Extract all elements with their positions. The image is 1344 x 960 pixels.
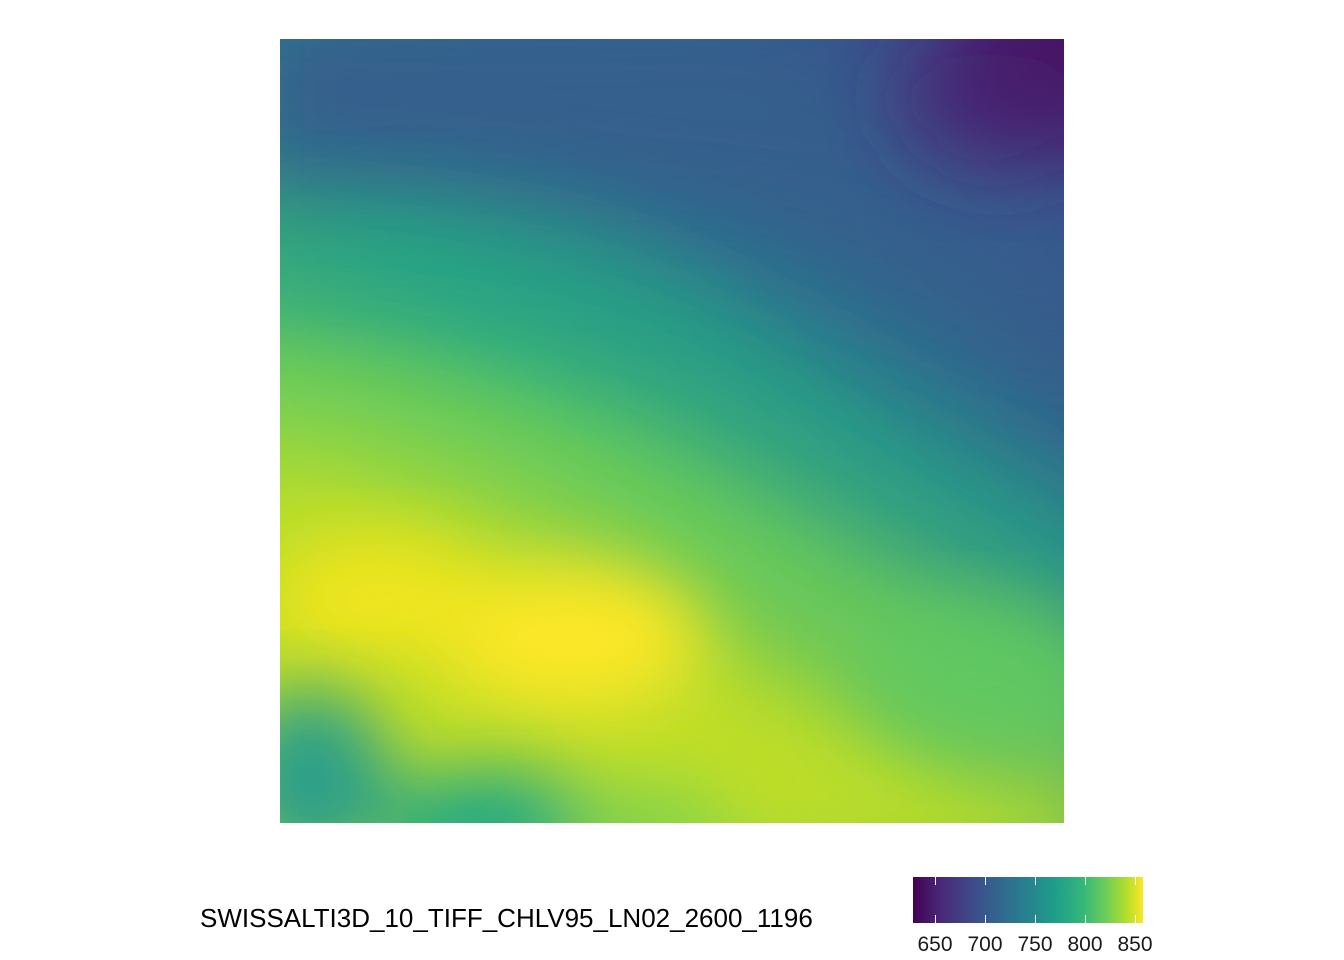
legend-tick-label: 750 — [1017, 933, 1053, 956]
legend-tick-label: 700 — [967, 933, 1003, 956]
legend-colorbar — [913, 877, 1143, 923]
legend-tick — [1085, 877, 1086, 885]
legend-tick — [985, 915, 986, 923]
legend-tick — [935, 915, 936, 923]
legend-tick-label: 850 — [1117, 933, 1153, 956]
legend-tick — [1135, 877, 1136, 885]
legend-tick-label: 800 — [1067, 933, 1103, 956]
legend-tick — [1085, 915, 1086, 923]
elevation-raster-svg — [280, 39, 1064, 823]
legend-tick — [985, 877, 986, 885]
legend-tick — [935, 877, 936, 885]
legend-tick-label: 650 — [917, 933, 953, 956]
elevation-raster — [280, 39, 1064, 823]
legend-tick — [1035, 915, 1036, 923]
legend-title: SWISSALTI3D_10_TIFF_CHLV95_LN02_2600_119… — [200, 903, 813, 933]
legend-tick — [1035, 877, 1036, 885]
legend-tick — [1135, 915, 1136, 923]
